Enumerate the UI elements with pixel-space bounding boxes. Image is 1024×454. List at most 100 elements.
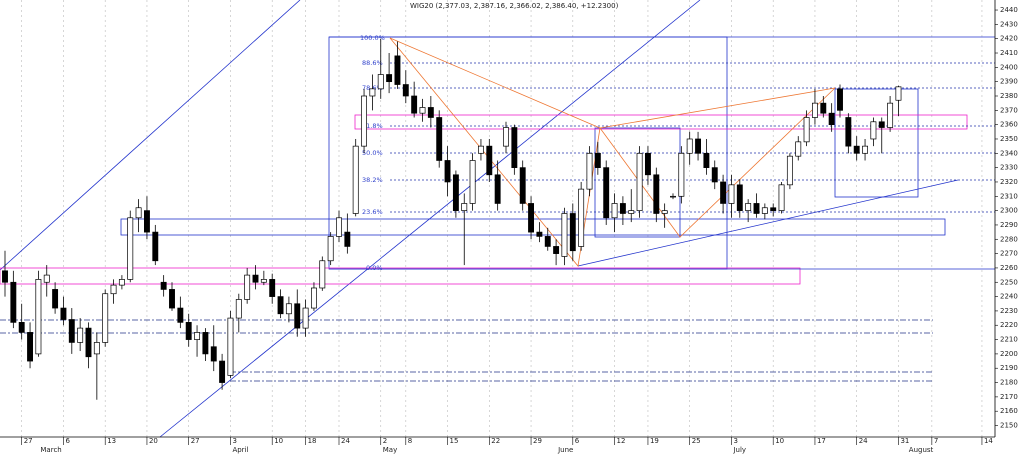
candle-body [194,332,200,340]
candle-body [235,299,242,319]
candle-body [578,188,585,247]
trend-line [0,0,301,271]
candle-body [770,207,777,211]
y-tick-label: 2360 [1000,121,1018,129]
candle-body [277,296,284,315]
y-tick-label: 2310 [1000,192,1018,200]
candle-body [862,145,869,154]
y-tick-label: 2300 [1000,207,1018,215]
candle-body [210,346,217,362]
candle-body [436,117,443,161]
trend-line [577,179,959,267]
candle-body [294,303,301,329]
candles [2,38,902,400]
candle-body [461,203,468,211]
x-tick-label: 2 [383,437,387,445]
candle-body [361,95,368,147]
candle-body [644,152,651,176]
drawings: 100.0% 88.6% 78.6% 61.8% 50.0% 38.2% 23.… [0,0,995,438]
candle-body [720,181,727,204]
candle-body [10,281,17,323]
candle-body [670,195,676,198]
fib-label: 38.2% [362,176,383,184]
x-tick-label: 6 [575,437,580,445]
candle-body [519,167,526,204]
y-tick-label: 2400 [1000,63,1018,71]
x-tick-label: 29 [533,437,542,445]
x-tick-label: 10 [274,437,283,445]
month-label: March [40,446,61,454]
candle-body [594,152,601,168]
candle-body [336,217,342,237]
candle-body [144,210,150,233]
y-tick-label: 2170 [1000,393,1018,401]
candle-body [745,203,752,211]
candle-body [319,260,326,289]
chart-title: WIG20 (2,377.03, 2,387.16, 2,366.02, 2,3… [410,2,619,10]
candle-body [85,327,92,358]
candle-body [636,152,643,211]
fib-label: 50.0% [362,149,383,157]
candle-body [653,174,660,214]
y-tick-label: 2370 [1000,106,1018,114]
candle-body [486,145,493,176]
candle-body [285,303,292,315]
fib-label: 61.8% [362,122,383,130]
candle-body [444,160,451,183]
candle-body [753,203,760,214]
zone [354,114,968,130]
candle-body [469,160,476,204]
month-label: July [732,446,746,454]
y-tick-label: 2190 [1000,364,1018,372]
candle-body [402,84,409,97]
month-label: August [909,446,934,454]
y-tick-label: 2240 [1000,293,1018,301]
fib-label: 100.0% [360,34,385,42]
x-tick-label: 3 [733,437,737,445]
candle-body [252,274,259,283]
candle-body [837,88,843,111]
y-tick-label: 2210 [1000,336,1018,344]
candle-body [853,145,860,154]
x-tick-label: 27 [24,437,33,445]
candle-body [68,319,75,343]
x-tick-label: 17 [817,437,826,445]
trend-line [159,0,701,438]
candle-body [185,322,192,340]
y-tick-label: 2250 [1000,278,1018,286]
candle-body [778,184,785,211]
candle-body [878,121,885,128]
y-tick-label: 2230 [1000,307,1018,315]
y-tick-label: 2290 [1000,221,1018,229]
candle-body [118,279,125,286]
candle-body [152,231,159,262]
candle-body [219,360,226,383]
candle-body [269,279,276,297]
x-tick-label: 10 [775,437,784,445]
candle-body [661,210,668,214]
candle-body [603,167,610,219]
x-tick-label: 24 [859,437,868,445]
fib-label: 23.6% [362,208,383,216]
y-tick-label: 2320 [1000,178,1018,186]
x-tick-label: 24 [341,437,350,445]
candle-body [695,138,702,154]
candle-body [478,145,484,154]
x-tick-label: 7 [934,437,938,445]
candle-body [845,117,852,147]
x-tick-label: 18 [308,437,317,445]
candle-body [736,184,743,211]
y-tick-label: 2270 [1000,250,1018,258]
x-tick-label: 14 [984,437,993,445]
y-tick-label: 2340 [1000,149,1018,157]
candle-body [611,203,618,219]
x-tick-label: 3 [232,437,236,445]
candle-body [895,86,902,101]
zone [0,267,801,285]
candle-body [544,236,551,247]
candle-body [795,141,802,157]
candle-body [828,112,835,126]
